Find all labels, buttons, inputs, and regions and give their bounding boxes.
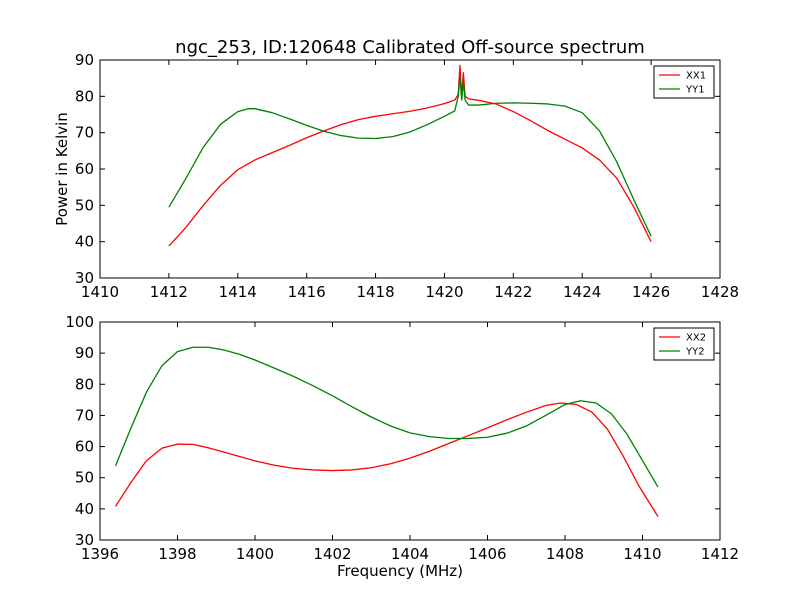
x-tick-label: 1410: [81, 283, 119, 301]
series-line-xx1: [168, 64, 652, 247]
y-tick-label: 70: [75, 124, 94, 142]
x-tick-label: 1426: [632, 283, 670, 301]
chart-title: ngc_253, ID:120648 Calibrated Off-source…: [175, 37, 645, 58]
x-axis-label: Frequency (MHz): [337, 562, 463, 580]
x-tick-label: 1402: [313, 545, 351, 563]
y-tick-label: 40: [75, 500, 94, 518]
x-tick-label: 1422: [494, 283, 532, 301]
x-tick-label: 1412: [150, 283, 188, 301]
series-line-xx2: [114, 402, 659, 517]
y-tick-label: 40: [75, 233, 94, 251]
x-tick-label: 1420: [425, 283, 463, 301]
bottom-plot: 1396 1398 1400 1402 1404 1406 1408 1410 1412 30 40…: [65, 313, 739, 580]
x-tick-label: 1410: [623, 545, 661, 563]
y-tick-label: 90: [75, 51, 94, 69]
x-tick-label: 1418: [356, 283, 394, 301]
y-tick-label: 90: [75, 344, 94, 362]
y-tick-label: 50: [75, 196, 94, 214]
legend-box: [653, 327, 715, 361]
plot-frame: [99, 59, 721, 279]
series-line-yy2: [114, 346, 659, 488]
series-line-yy1: [168, 75, 652, 237]
x-tick-label: 1400: [236, 545, 274, 563]
x-tick-label: 1408: [546, 545, 584, 563]
y-tick-label: 70: [75, 406, 94, 424]
plot-frame: [99, 321, 721, 541]
legend-label-xx1: XX1: [686, 71, 706, 82]
y-axis-label: Power in Kelvin: [53, 112, 71, 226]
x-tick-label: 1398: [158, 545, 196, 563]
y-tick-label: 50: [75, 469, 94, 487]
y-tick-label: 100: [65, 313, 94, 331]
x-tick-label: 1412: [701, 545, 739, 563]
x-tick-label: 1424: [563, 283, 601, 301]
y-tick-label: 60: [75, 438, 94, 456]
y-tick-label: 60: [75, 160, 94, 178]
top-plot: 1410 1412 1414 1416 1418 1420 1422 1424 1426 1428…: [53, 51, 739, 301]
legend-box: [653, 65, 715, 99]
legend-label-yy1: YY1: [685, 85, 705, 96]
x-tick-label: 1428: [701, 283, 739, 301]
y-tick-label: 80: [75, 87, 94, 105]
legend-label-xx2: XX2: [686, 333, 706, 344]
y-tick-label: 80: [75, 375, 94, 393]
x-tick-label: 1414: [219, 283, 257, 301]
x-tick-label: 1404: [391, 545, 429, 563]
y-tick-label: 30: [75, 269, 94, 287]
x-tick-label: 1416: [288, 283, 326, 301]
x-tick-label: 1396: [81, 545, 119, 563]
y-tick-label: 30: [75, 531, 94, 549]
legend-label-yy2: YY2: [685, 347, 705, 358]
x-tick-label: 1406: [468, 545, 506, 563]
